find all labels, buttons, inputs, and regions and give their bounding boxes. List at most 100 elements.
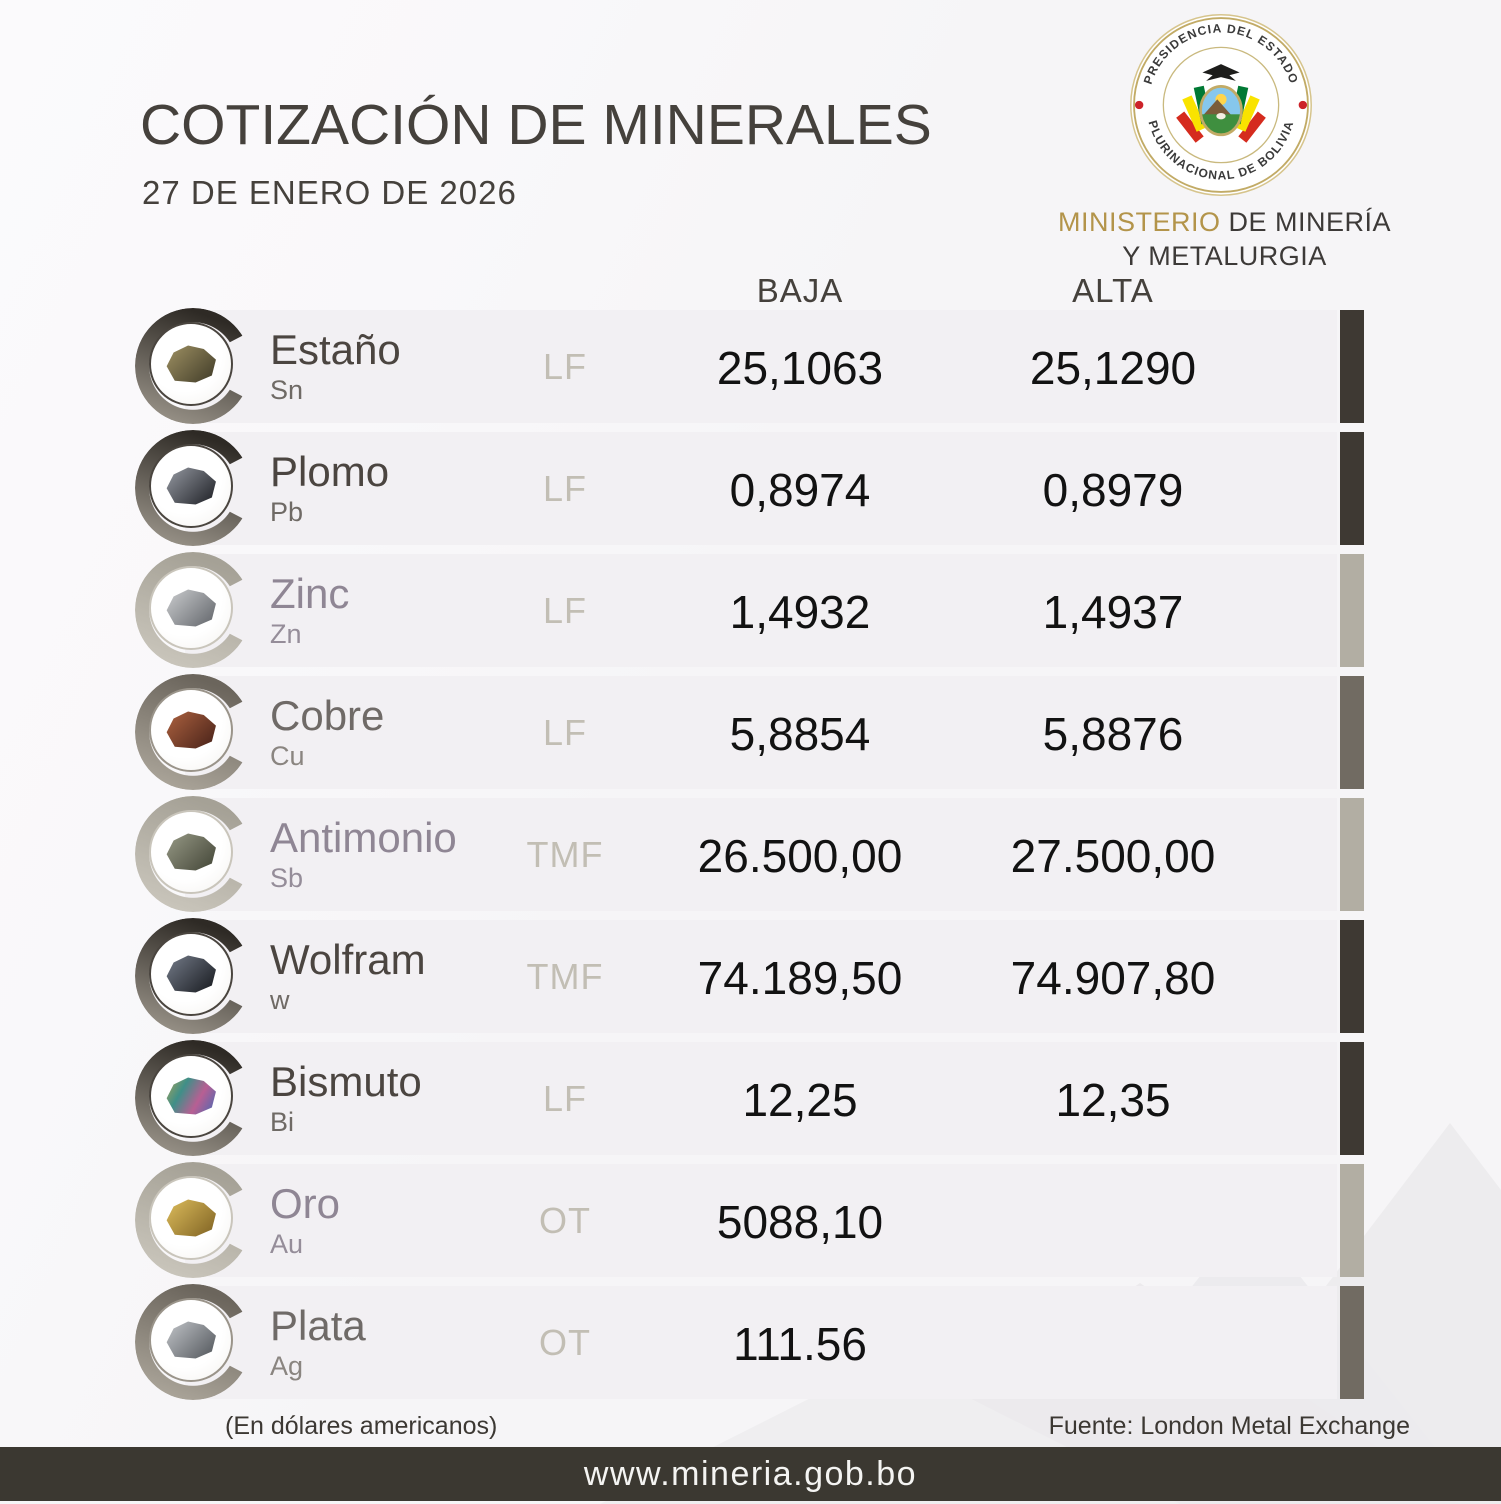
mineral-symbol: Au	[270, 1229, 304, 1259]
mineral-label: Antimonio Sb	[270, 815, 457, 895]
mineral-symbol: Bi	[270, 1107, 295, 1137]
mineral-label: Oro Au	[270, 1181, 340, 1261]
mineral-name: Plata	[270, 1302, 366, 1349]
table-row: Bismuto Bi LF 12,25 12,35	[135, 1040, 1364, 1156]
page-date: 27 DE ENERO DE 2026	[142, 174, 517, 211]
row-accent-bar	[1340, 1286, 1364, 1399]
mineral-medal	[135, 1162, 251, 1278]
table-row: Plomo Pb LF 0,8974 0,8979	[135, 430, 1364, 546]
mineral-medal	[135, 918, 251, 1034]
mineral-medal	[135, 308, 251, 424]
unit-label: OT	[539, 1322, 591, 1363]
table-row: Antimonio Sb TMF 26.500,00 27.500,00	[135, 796, 1364, 912]
alta-value: 74.907,80	[1010, 952, 1216, 1004]
baja-value: 111.56	[733, 1318, 867, 1370]
table-row: Zinc Zn LF 1,4932 1,4937	[135, 552, 1364, 668]
mineral-photo	[149, 810, 233, 894]
mineral-symbol: Sn	[270, 375, 304, 405]
baja-value: 5088,10	[716, 1196, 884, 1248]
mineral-symbol: Pb	[270, 497, 304, 527]
seal-dot-left	[1134, 100, 1144, 110]
alta-value: 5,8876	[1042, 708, 1184, 760]
ministry-name: MINISTERIO DE MINERÍA Y METALURGIA	[1037, 205, 1412, 273]
seal-dot-right	[1298, 100, 1308, 110]
baja-value: 12,25	[742, 1074, 858, 1126]
row-accent-bar	[1340, 1042, 1364, 1155]
website-bar: www.mineria.gob.bo	[0, 1447, 1501, 1501]
mineral-rock-icon	[166, 345, 216, 383]
table-row: Oro Au OT 5088,10	[135, 1162, 1364, 1278]
baja-value: 74.189,50	[697, 952, 903, 1004]
mineral-photo	[149, 1054, 233, 1138]
unit-label: LF	[542, 468, 587, 509]
mineral-medal	[135, 674, 251, 790]
alta-value: 0,8979	[1042, 464, 1184, 516]
row-accent-bar	[1340, 554, 1364, 667]
mineral-photo	[149, 688, 233, 772]
mineral-medal	[135, 552, 251, 668]
mineral-label: Wolfram w	[270, 937, 426, 1017]
mineral-rock-icon	[166, 467, 216, 505]
mineral-label: Zinc Zn	[270, 571, 349, 651]
row-accent-bar	[1340, 1164, 1364, 1277]
unit-label: LF	[542, 1078, 587, 1119]
mineral-name: Antimonio	[270, 814, 457, 861]
unit-label: LF	[542, 712, 587, 753]
mineral-label: Bismuto Bi	[270, 1059, 422, 1139]
baja-value: 5,8854	[729, 708, 871, 760]
unit-label: OT	[539, 1200, 591, 1241]
unit-label: TMF	[526, 834, 604, 875]
baja-value: 26.500,00	[697, 830, 903, 882]
mineral-symbol: Ag	[270, 1351, 304, 1381]
bolivia-state-seal: PRESIDENCIA DEL ESTADO PLURINACIONAL DE …	[1128, 12, 1314, 203]
mineral-name: Cobre	[270, 692, 385, 739]
mineral-name: Bismuto	[270, 1058, 422, 1105]
mineral-rock-icon	[166, 711, 216, 749]
mineral-label: Estaño Sn	[270, 327, 401, 407]
baja-value: 1,4932	[729, 586, 871, 638]
mineral-label: Plata Ag	[270, 1303, 366, 1383]
mineral-medal	[135, 796, 251, 912]
alta-value: 25,1290	[1029, 342, 1197, 394]
mineral-medal	[135, 1040, 251, 1156]
mineral-name: Oro	[270, 1180, 341, 1227]
unit-label: TMF	[526, 956, 604, 997]
baja-value: 25,1063	[716, 342, 884, 394]
mineral-photo	[149, 322, 233, 406]
baja-value: 0,8974	[729, 464, 871, 516]
mineral-name: Plomo	[270, 448, 390, 495]
table-row: Plata Ag OT 111.56	[135, 1284, 1364, 1400]
mineral-medal	[135, 1284, 251, 1400]
row-accent-bar	[1340, 798, 1364, 911]
mineral-label: Cobre Cu	[270, 693, 384, 773]
table-row: Estaño Sn LF 25,1063 25,1290	[135, 308, 1364, 424]
mineral-medal	[135, 430, 251, 546]
alta-value: 27.500,00	[1010, 830, 1216, 882]
mineral-photo	[149, 932, 233, 1016]
unit-label: LF	[542, 346, 587, 387]
mineral-rock-icon	[166, 589, 216, 627]
currency-note: (En dólares americanos)	[225, 1412, 498, 1440]
mineral-rock-icon	[166, 1321, 216, 1359]
ministry-word-rest: DE MINERÍA	[1220, 207, 1392, 237]
row-accent-bar	[1340, 310, 1364, 423]
alta-value: 12,35	[1055, 1074, 1171, 1126]
ministry-line2: Y METALURGIA	[1122, 241, 1327, 271]
column-header-alta: ALTA	[1072, 272, 1154, 309]
mineral-symbol: Sb	[270, 863, 304, 893]
table-row: Cobre Cu LF 5,8854 5,8876	[135, 674, 1364, 790]
mineral-rock-icon	[166, 833, 216, 871]
mineral-rock-icon	[166, 1199, 216, 1237]
source-note: Fuente: London Metal Exchange	[1048, 1412, 1410, 1440]
row-accent-bar	[1340, 432, 1364, 545]
mineral-name: Zinc	[270, 570, 350, 617]
mineral-rock-icon	[166, 955, 216, 993]
mineral-symbol: w	[270, 985, 290, 1015]
mineral-photo	[149, 1176, 233, 1260]
mineral-label: Plomo Pb	[270, 449, 389, 529]
mineral-symbol: Cu	[270, 741, 305, 771]
ministry-word: MINISTERIO	[1057, 207, 1221, 237]
alta-value: 1,4937	[1042, 586, 1184, 638]
mineral-symbol: Zn	[270, 619, 302, 649]
